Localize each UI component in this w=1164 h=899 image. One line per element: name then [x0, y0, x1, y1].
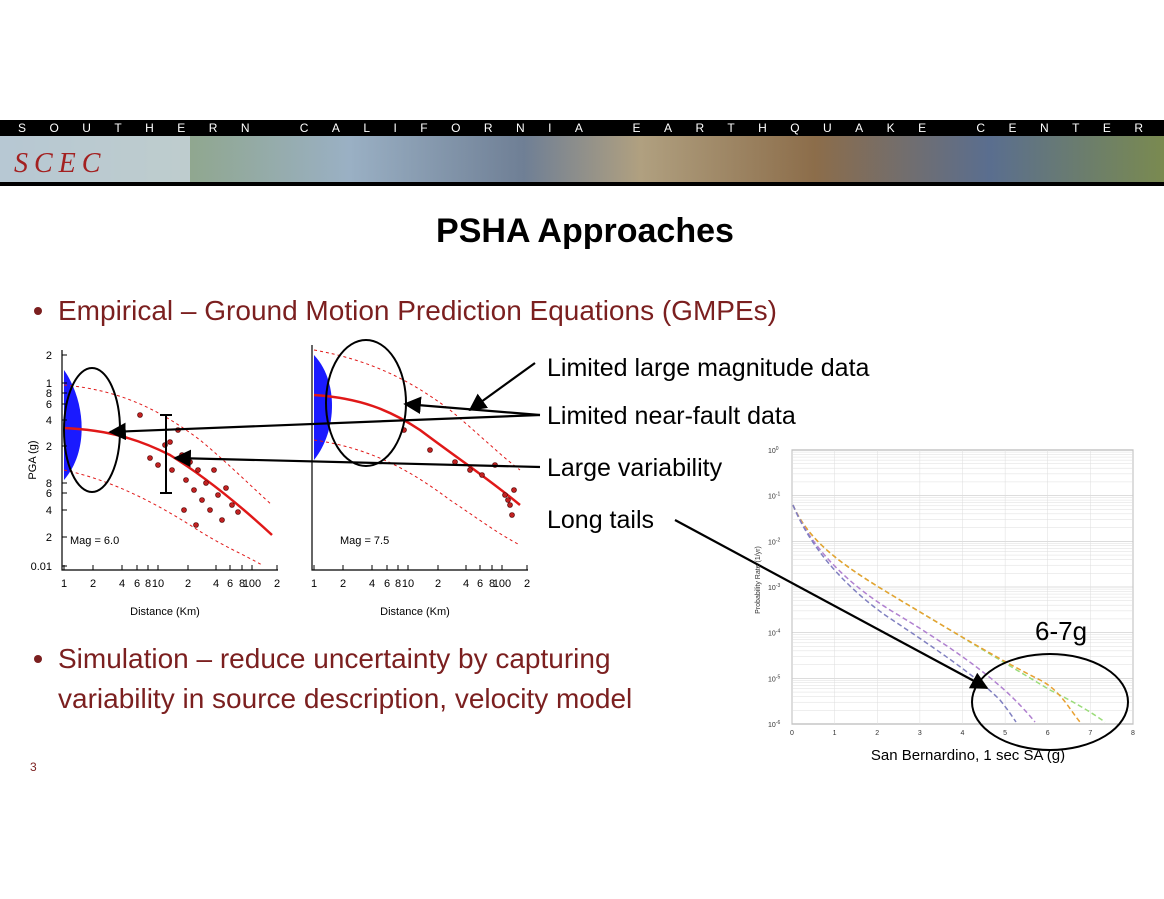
error-bar: [160, 414, 172, 494]
y-tick-label: 10-1: [768, 492, 780, 501]
x-tick-label: 4: [213, 578, 219, 590]
logo-panel: [0, 136, 190, 182]
x-tick-label: 1: [311, 578, 317, 590]
x-tick-label: 2: [524, 578, 530, 590]
bullet-text: Simulation – reduce uncertainty by captu…: [58, 643, 611, 674]
x-tick-label: 10: [152, 578, 164, 590]
tick-base: 10: [768, 676, 776, 683]
x-tick-label: 10: [402, 578, 414, 590]
x-tick-label: 100: [243, 578, 261, 590]
variability-shape: [314, 355, 332, 460]
y-tick-label: 1: [46, 378, 52, 390]
tick-base: 10: [768, 631, 776, 638]
slide-title: PSHA Approaches: [436, 212, 734, 250]
y-tick-label: 4: [46, 415, 52, 427]
tick-exp: -1: [776, 492, 781, 498]
x-axis-label: San Bernardino, 1 sec SA (g): [871, 747, 1065, 764]
tick-exp: -6: [776, 720, 781, 726]
hazard-curve: [792, 504, 1106, 723]
x-tick-label: 1: [833, 730, 837, 737]
banner-tagline: SOUTHERN CALIFORNIA EARTHQUAKE CENTER: [18, 121, 1143, 135]
tick-exp: -3: [776, 583, 781, 589]
bullet-text: variability in source description, veloc…: [58, 683, 632, 714]
gmpe-curve: [63, 349, 521, 566]
x-tick-label: 3: [918, 730, 922, 737]
y-tick-label: 2: [46, 532, 52, 544]
y-axis-label: PGA (g): [27, 440, 39, 479]
page-number: 3: [30, 760, 37, 774]
callout: Limited near-fault data: [547, 402, 796, 430]
y-tick-label: 8: [46, 478, 52, 490]
banner-strip: [0, 120, 1164, 136]
bullet-dot: [34, 307, 42, 315]
tick-exp: -4: [776, 629, 781, 635]
x-tick-label: 2: [340, 578, 346, 590]
callout: Large variability: [547, 454, 723, 482]
y-tick-label: 6: [46, 488, 52, 500]
x-tick-label: 6: [384, 578, 390, 590]
banner-rule: [0, 182, 1164, 186]
y-tick-label: 0.01: [31, 561, 52, 573]
callout: Long tails: [547, 506, 654, 534]
banner-photo: [0, 136, 1164, 186]
arrow: [108, 362, 989, 689]
x-tick-label: 7: [1088, 730, 1092, 737]
x-tick-label: 8: [489, 578, 495, 590]
y-axis-label: Probability Rate (1/yr): [755, 546, 762, 614]
y-tick-label: 10-6: [768, 720, 780, 729]
x-tick-label: 8: [145, 578, 151, 590]
panel-label: Mag = 7.5: [340, 535, 389, 547]
tick-base: 10: [768, 722, 776, 729]
hazard-grid: [791, 449, 1134, 725]
x-tick-label: 6: [1046, 730, 1050, 737]
y-tick-label: 10-4: [768, 629, 780, 638]
x-axis-label: Distance (Km): [130, 606, 200, 618]
x-tick-label: 5: [1003, 730, 1007, 737]
x-axis-label: Distance (Km): [380, 606, 450, 618]
x-tick-label: 4: [463, 578, 469, 590]
annotation: 6-7g: [1035, 616, 1087, 646]
panel-label: Mag = 6.0: [70, 535, 119, 547]
x-tick-label: 2: [875, 730, 879, 737]
x-tick-label: 1: [61, 578, 67, 590]
tick-exp: -5: [776, 674, 781, 680]
tick-base: 10: [768, 448, 776, 455]
x-tick-label: 6: [134, 578, 140, 590]
x-tick-label: 6: [227, 578, 233, 590]
gmpe-panel: [61, 345, 528, 571]
tick-exp: 0: [776, 446, 779, 452]
y-tick-label: 100: [768, 446, 779, 455]
x-tick-label: 0: [790, 730, 794, 737]
x-tick-label: 8: [395, 578, 401, 590]
highlight-ellipse: [971, 653, 1129, 751]
x-tick-label: 4: [961, 730, 965, 737]
y-tick-label: 2: [46, 350, 52, 362]
bullet-dot: [34, 655, 42, 663]
tick-base: 10: [768, 494, 776, 501]
y-tick-label: 10-3: [768, 583, 780, 592]
x-tick-label: 4: [119, 578, 125, 590]
x-tick-label: 2: [274, 578, 280, 590]
y-tick-label: 8: [46, 388, 52, 400]
y-tick-label: 10-2: [768, 537, 780, 546]
y-tick-label: 2: [46, 441, 52, 453]
bullet-text: Empirical – Ground Motion Prediction Equ…: [58, 295, 777, 326]
x-tick-label: 8: [1131, 730, 1135, 737]
x-tick-label: 100: [493, 578, 511, 590]
tick-base: 10: [768, 539, 776, 546]
tick-exp: -2: [776, 537, 781, 543]
x-tick-label: 4: [369, 578, 375, 590]
y-tick-label: 4: [46, 505, 52, 517]
y-tick-label: 10-5: [768, 674, 780, 683]
logo: SCEC: [14, 148, 106, 179]
x-tick-label: 8: [239, 578, 245, 590]
x-tick-label: 2: [435, 578, 441, 590]
callout: Limited large magnitude data: [547, 354, 870, 382]
x-tick-label: 2: [185, 578, 191, 590]
tick-base: 10: [768, 585, 776, 592]
y-tick-label: 6: [46, 399, 52, 411]
x-tick-label: 6: [477, 578, 483, 590]
x-tick-label: 2: [90, 578, 96, 590]
